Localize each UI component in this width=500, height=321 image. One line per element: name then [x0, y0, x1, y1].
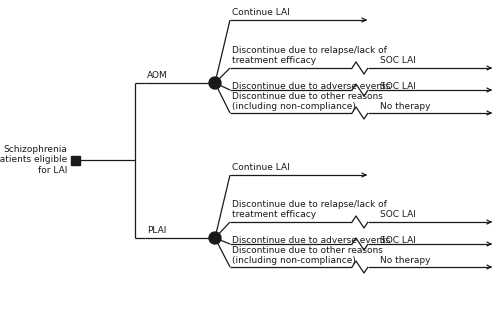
Text: SOC LAI: SOC LAI — [380, 56, 416, 65]
Text: Schizophrenia
patients eligible
for LAI: Schizophrenia patients eligible for LAI — [0, 145, 68, 175]
Text: AOM: AOM — [147, 71, 168, 80]
Text: Discontinue due to adverse events: Discontinue due to adverse events — [232, 82, 390, 91]
Text: SOC LAI: SOC LAI — [380, 236, 416, 245]
Text: Discontinue due to other reasons
(including non-compliance): Discontinue due to other reasons (includ… — [232, 91, 383, 111]
Circle shape — [209, 77, 221, 89]
Text: SOC LAI: SOC LAI — [380, 210, 416, 219]
Text: No therapy: No therapy — [380, 256, 430, 265]
Text: Discontinue due to other reasons
(including non-compliance): Discontinue due to other reasons (includ… — [232, 246, 383, 265]
Text: Continue LAI: Continue LAI — [232, 163, 290, 172]
Text: Discontinue due to relapse/lack of
treatment efficacy: Discontinue due to relapse/lack of treat… — [232, 46, 387, 65]
Text: Continue LAI: Continue LAI — [232, 8, 290, 17]
Text: No therapy: No therapy — [380, 102, 430, 111]
Text: Discontinue due to relapse/lack of
treatment efficacy: Discontinue due to relapse/lack of treat… — [232, 200, 387, 219]
Bar — [70, 155, 80, 164]
Text: SOC LAI: SOC LAI — [380, 82, 416, 91]
Text: PLAI: PLAI — [147, 226, 167, 235]
Text: Discontinue due to adverse events: Discontinue due to adverse events — [232, 236, 390, 245]
Circle shape — [209, 232, 221, 244]
